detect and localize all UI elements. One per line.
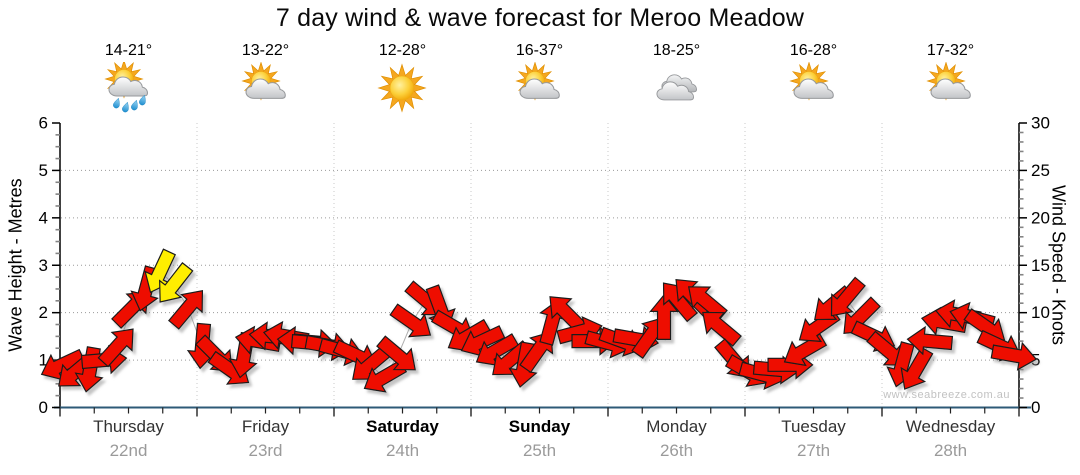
sunny-icon [377, 63, 427, 113]
knots-tick-label: 10 [1031, 303, 1050, 322]
date-label-28th: 28th [933, 441, 968, 460]
wind-arrow [906, 325, 954, 356]
partly-cloudy-icon [241, 62, 286, 101]
day-label-tuesday: Tuesday [781, 417, 846, 436]
wind-arrow [830, 276, 866, 317]
partly-cloudy-icon [515, 62, 560, 101]
wind-arrow [389, 303, 432, 338]
day-label-sunday: Sunday [508, 417, 571, 436]
wind-arrow [97, 328, 134, 368]
wave-tick-label: 4 [39, 208, 48, 227]
wave-tick-label: 2 [39, 303, 48, 322]
date-label-26th: 26th [659, 441, 694, 460]
day-label-monday: Monday [646, 417, 707, 436]
day-label-friday: Friday [241, 417, 290, 436]
showers-icon [104, 62, 149, 113]
wind-arrow [376, 335, 416, 371]
date-label-24th: 24th [385, 441, 420, 460]
wind-arrow [649, 293, 679, 341]
knots-tick-label: 30 [1031, 114, 1050, 133]
wind-arrow [460, 325, 506, 357]
watermark: www.seabreeze.com.au [883, 389, 1010, 401]
wind-arrow [144, 248, 176, 294]
knots-tick-label: 15 [1031, 256, 1050, 275]
wind-arrow [662, 282, 698, 323]
wave-tick-label: 5 [39, 161, 48, 180]
wave-tick-label: 1 [39, 351, 48, 370]
day-label-saturday: Saturday [366, 417, 439, 436]
knots-tick-label: 25 [1031, 161, 1050, 180]
date-label-23rd: 23rd [248, 441, 283, 460]
wave-tick-label: 0 [39, 398, 48, 417]
temp-range-thursday: 14-21° [104, 42, 153, 59]
temp-range-saturday: 12-28° [378, 42, 427, 59]
wind-arrow [866, 330, 906, 366]
date-label-22nd: 22nd [109, 441, 148, 460]
partly-cloudy-icon [926, 62, 971, 101]
temp-range-monday: 18-25° [652, 42, 701, 59]
wind-arrow [475, 333, 520, 367]
temp-range-sunday: 16-37° [515, 42, 564, 59]
temp-range-friday: 13-22° [241, 42, 290, 59]
wave-tick-label: 3 [39, 256, 48, 275]
wave-tick-label: 6 [39, 114, 48, 133]
partly-cloudy-icon [789, 62, 834, 101]
temp-range-tuesday: 16-28° [789, 42, 838, 59]
wind-arrows [40, 248, 1038, 393]
knots-tick-label: 20 [1031, 208, 1050, 227]
temp-range-wednesday: 17-32° [926, 42, 975, 59]
cloudy-icon [656, 74, 698, 101]
knots-tick-label: 0 [1031, 398, 1040, 417]
day-label-thursday: Thursday [93, 417, 164, 436]
date-label-27th: 27th [796, 441, 831, 460]
wind-arrow [900, 346, 934, 390]
wind-arrow [159, 262, 194, 303]
wind-arrow [702, 311, 742, 347]
date-label-25th: 25th [522, 441, 557, 460]
wind-arrow [167, 289, 204, 330]
page-title: 7 day wind & wave forecast for Meroo Mea… [275, 4, 805, 32]
day-label-wednesday: Wednesday [905, 417, 996, 436]
wind-arrow [990, 341, 1038, 371]
